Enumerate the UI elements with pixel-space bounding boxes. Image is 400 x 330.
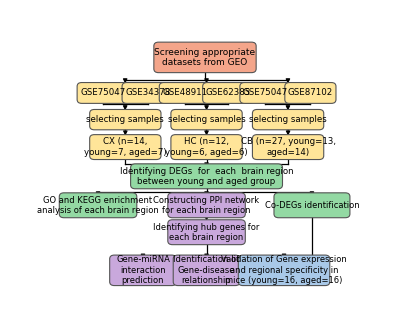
FancyBboxPatch shape [159,82,210,103]
Text: Co-DEGs identification: Co-DEGs identification [265,201,359,210]
FancyBboxPatch shape [77,82,128,103]
FancyBboxPatch shape [154,42,256,73]
FancyBboxPatch shape [90,110,161,130]
FancyBboxPatch shape [122,82,173,103]
Text: GSE75047: GSE75047 [80,88,125,97]
FancyBboxPatch shape [252,110,324,130]
Text: GO and KEGG enrichment
analysis of each brain region: GO and KEGG enrichment analysis of each … [37,196,159,215]
Text: HC (n=12,
young=6, aged=6): HC (n=12, young=6, aged=6) [165,137,248,157]
Text: Identification of
Gene-disease
relationship: Identification of Gene-disease relations… [174,255,240,285]
FancyBboxPatch shape [285,82,336,103]
Text: Screening appropriate
datasets from GEO: Screening appropriate datasets from GEO [154,48,256,67]
FancyBboxPatch shape [131,164,282,189]
Text: GSE87102: GSE87102 [288,88,333,97]
FancyBboxPatch shape [110,255,176,285]
Text: selecting samples: selecting samples [168,115,246,124]
FancyBboxPatch shape [171,110,242,130]
Text: Gene-miRNA
interaction
prediction: Gene-miRNA interaction prediction [116,255,170,285]
Text: CX (n=14,
young=7, aged=7): CX (n=14, young=7, aged=7) [84,137,167,157]
FancyBboxPatch shape [168,220,245,245]
FancyBboxPatch shape [252,135,324,159]
FancyBboxPatch shape [90,135,161,159]
FancyBboxPatch shape [238,255,330,285]
Text: CB (n=27, young=13,
aged=14): CB (n=27, young=13, aged=14) [240,137,336,157]
Text: Identifying DEGs  for  each  brain region
between young and aged group: Identifying DEGs for each brain region b… [120,167,293,186]
FancyBboxPatch shape [274,193,350,218]
FancyBboxPatch shape [59,193,137,218]
Text: Validation of Gene expression
and regional specificity in
mice (young=16, aged=1: Validation of Gene expression and region… [221,255,347,285]
Text: GSE75047: GSE75047 [243,88,288,97]
FancyBboxPatch shape [171,135,242,159]
Text: GSE48911: GSE48911 [162,88,208,97]
FancyBboxPatch shape [240,82,291,103]
Text: GSE62385: GSE62385 [206,88,251,97]
Text: Identifying hub genes for
each brain region: Identifying hub genes for each brain reg… [153,222,260,242]
Text: Constructing PPI network
for each brain region: Constructing PPI network for each brain … [154,196,260,215]
Text: selecting samples: selecting samples [86,115,164,124]
Text: selecting samples: selecting samples [249,115,327,124]
FancyBboxPatch shape [203,82,254,103]
FancyBboxPatch shape [168,193,245,218]
FancyBboxPatch shape [173,255,240,285]
Text: GSE34378: GSE34378 [125,88,170,97]
